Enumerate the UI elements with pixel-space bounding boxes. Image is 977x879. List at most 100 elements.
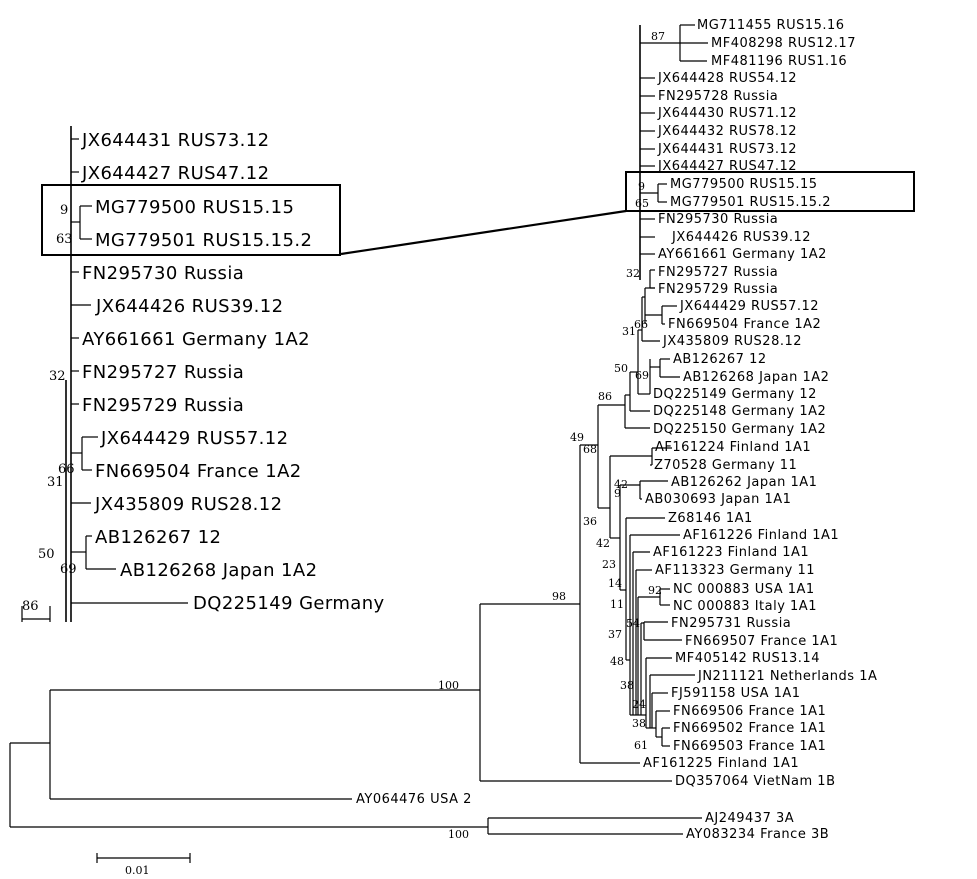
bootstrap-value: 37	[608, 628, 622, 641]
tip-label: AJ249437 3A	[705, 811, 794, 826]
bootstrap-value: 42	[614, 478, 628, 491]
bootstrap-value: 98	[552, 590, 566, 603]
tip-label: FN295730 Russia	[658, 212, 778, 227]
tip-label: NC 000883 Italy 1A1	[673, 599, 817, 614]
inset-bootstrap-value: 66	[58, 462, 75, 477]
tip-label: JX644432 RUS78.12	[657, 124, 797, 139]
bootstrap-value: 61	[634, 739, 648, 752]
tip-label: FN669506 France 1A1	[673, 704, 826, 719]
bootstrap-value: 86	[598, 390, 612, 403]
inset-tree-branches	[21, 126, 188, 622]
bootstrap-value: 48	[610, 655, 624, 668]
inset-tip-label: JX644431 RUS73.12	[81, 130, 270, 151]
bootstrap-value: 54	[626, 617, 640, 630]
inset-tip-label: FN295727 Russia	[82, 362, 244, 383]
tip-label: FN669507 France 1A1	[685, 634, 838, 649]
tip-label: DQ225150 Germany 1A2	[653, 422, 826, 437]
bootstrap-value: 14	[608, 577, 622, 590]
tip-label: MG711455 RUS15.16	[697, 18, 845, 33]
tip-label: NC 000883 USA 1A1	[673, 582, 815, 597]
bootstrap-value: 9	[614, 487, 621, 500]
bootstrap-value: 68	[583, 443, 597, 456]
inset-tip-label: AB126267 12	[95, 527, 221, 548]
inset-tip-label: JX644427 RUS47.12	[81, 163, 270, 184]
tip-label: DQ357064 VietNam 1B	[675, 774, 836, 789]
inset-tip-label: DQ225149 Germany	[193, 593, 385, 614]
bootstrap-value: 92	[648, 584, 662, 597]
inset-bootstrap-value: 63	[56, 232, 73, 247]
tip-label: AB126268 Japan 1A2	[683, 370, 829, 385]
tip-label: MF481196 RUS1.16	[711, 54, 847, 69]
tip-label: JN211121 Netherlands 1A	[697, 669, 877, 684]
tip-label: AY064476 USA 2	[356, 792, 472, 807]
tip-label: AB126262 Japan 1A1	[671, 475, 817, 490]
inset-tip-label: FN295729 Russia	[82, 395, 244, 416]
bootstrap-value: 87	[651, 30, 665, 43]
inset-tip-label: JX644429 RUS57.12	[100, 428, 289, 449]
tip-label: MG779501 RUS15.15.2	[670, 195, 831, 210]
tip-label: FJ591158 USA 1A1	[671, 686, 801, 701]
tip-label: AF161224 Finland 1A1	[655, 440, 811, 455]
main-tree-branches	[9, 24, 708, 835]
bootstrap-value: 42	[596, 537, 610, 550]
tip-label: FN295729 Russia	[658, 282, 778, 297]
inset-bootstrap-value: 50	[38, 547, 55, 562]
zoom-connector-line	[340, 209, 627, 256]
bootstrap-value: 38	[620, 679, 634, 692]
tip-label: AF161225 Finland 1A1	[643, 756, 799, 771]
tip-label: JX644430 RUS71.12	[657, 106, 797, 121]
tip-label: JX644431 RUS73.12	[657, 142, 797, 157]
bootstrap-value: 11	[610, 598, 624, 611]
inset-bootstrap-value: 31	[47, 475, 64, 490]
inset-tip-label: AB126268 Japan 1A2	[120, 560, 317, 581]
tip-label: AY661661 Germany 1A2	[658, 247, 827, 262]
inset-tip-label: MG779500 RUS15.15	[95, 197, 294, 218]
inset-bootstrap-value: 32	[49, 369, 66, 384]
inset-bootstrap-value: 86	[22, 599, 39, 614]
tip-label: JX644427 RUS47.12	[657, 159, 797, 174]
inset-bootstrap-value: 69	[60, 562, 77, 577]
inset-tip-label: AY661661 Germany 1A2	[82, 329, 310, 350]
bootstrap-value: 69	[635, 369, 649, 382]
bootstrap-value: 50	[614, 362, 628, 375]
tip-label: FN669504 France 1A2	[668, 317, 821, 332]
bootstrap-value: 38	[632, 717, 646, 730]
tip-label: Z70528 Germany 11	[654, 458, 797, 473]
inset-tree-tip-labels: JX644431 RUS73.12 JX644427 RUS47.12 MG77…	[81, 130, 385, 614]
tip-label: JX435809 RUS28.12	[662, 334, 802, 349]
tip-label: FN669502 France 1A1	[673, 721, 826, 736]
bootstrap-value: 36	[583, 515, 597, 528]
tip-label: DQ225149 Germany 12	[653, 387, 817, 402]
bootstrap-value: 100	[438, 679, 459, 692]
tip-label: DQ225148 Germany 1A2	[653, 404, 826, 419]
tip-label: FN295731 Russia	[671, 616, 791, 631]
inset-bootstrap-value: 9	[60, 203, 68, 218]
bootstrap-value: 23	[602, 558, 616, 571]
tip-label: JX644426 RUS39.12	[671, 230, 811, 245]
tip-label: AB126267 12	[673, 352, 767, 367]
tip-label: AY083234 France 3B	[686, 827, 829, 842]
main-tree-tip-labels: MG711455 RUS15.16 MF408298 RUS12.17 MF48…	[356, 18, 877, 842]
bootstrap-value: 32	[626, 267, 640, 280]
inset-tree-bootstrap-labels: 9 63 32 66 31 50 69 86	[22, 203, 77, 614]
tip-label: AF113323 Germany 11	[655, 563, 815, 578]
bootstrap-value: 66	[634, 318, 648, 331]
tip-label: FN669503 France 1A1	[673, 739, 826, 754]
scale-bar: 0.01	[96, 853, 191, 877]
tip-label: Z68146 1A1	[668, 511, 753, 526]
bootstrap-value: 49	[570, 431, 584, 444]
tip-label: JX644429 RUS57.12	[679, 299, 819, 314]
tip-label: AF161226 Finland 1A1	[683, 528, 839, 543]
bootstrap-value: 24	[632, 698, 646, 711]
bootstrap-value: 9	[638, 180, 645, 193]
tip-label: MF408298 RUS12.17	[711, 36, 856, 51]
inset-tip-label: JX644426 RUS39.12	[95, 296, 284, 317]
tip-label: FN295728 Russia	[658, 89, 778, 104]
inset-tip-label: MG779501 RUS15.15.2	[95, 230, 312, 251]
bootstrap-value: 100	[448, 828, 469, 841]
bootstrap-value: 31	[622, 325, 636, 338]
main-tree-bootstrap-labels: 87 9 65 32 66 31 50 69 86 49 68 42 9 36 …	[438, 30, 665, 841]
inset-highlight-box	[41, 184, 341, 256]
inset-tip-label: JX435809 RUS28.12	[94, 494, 283, 515]
